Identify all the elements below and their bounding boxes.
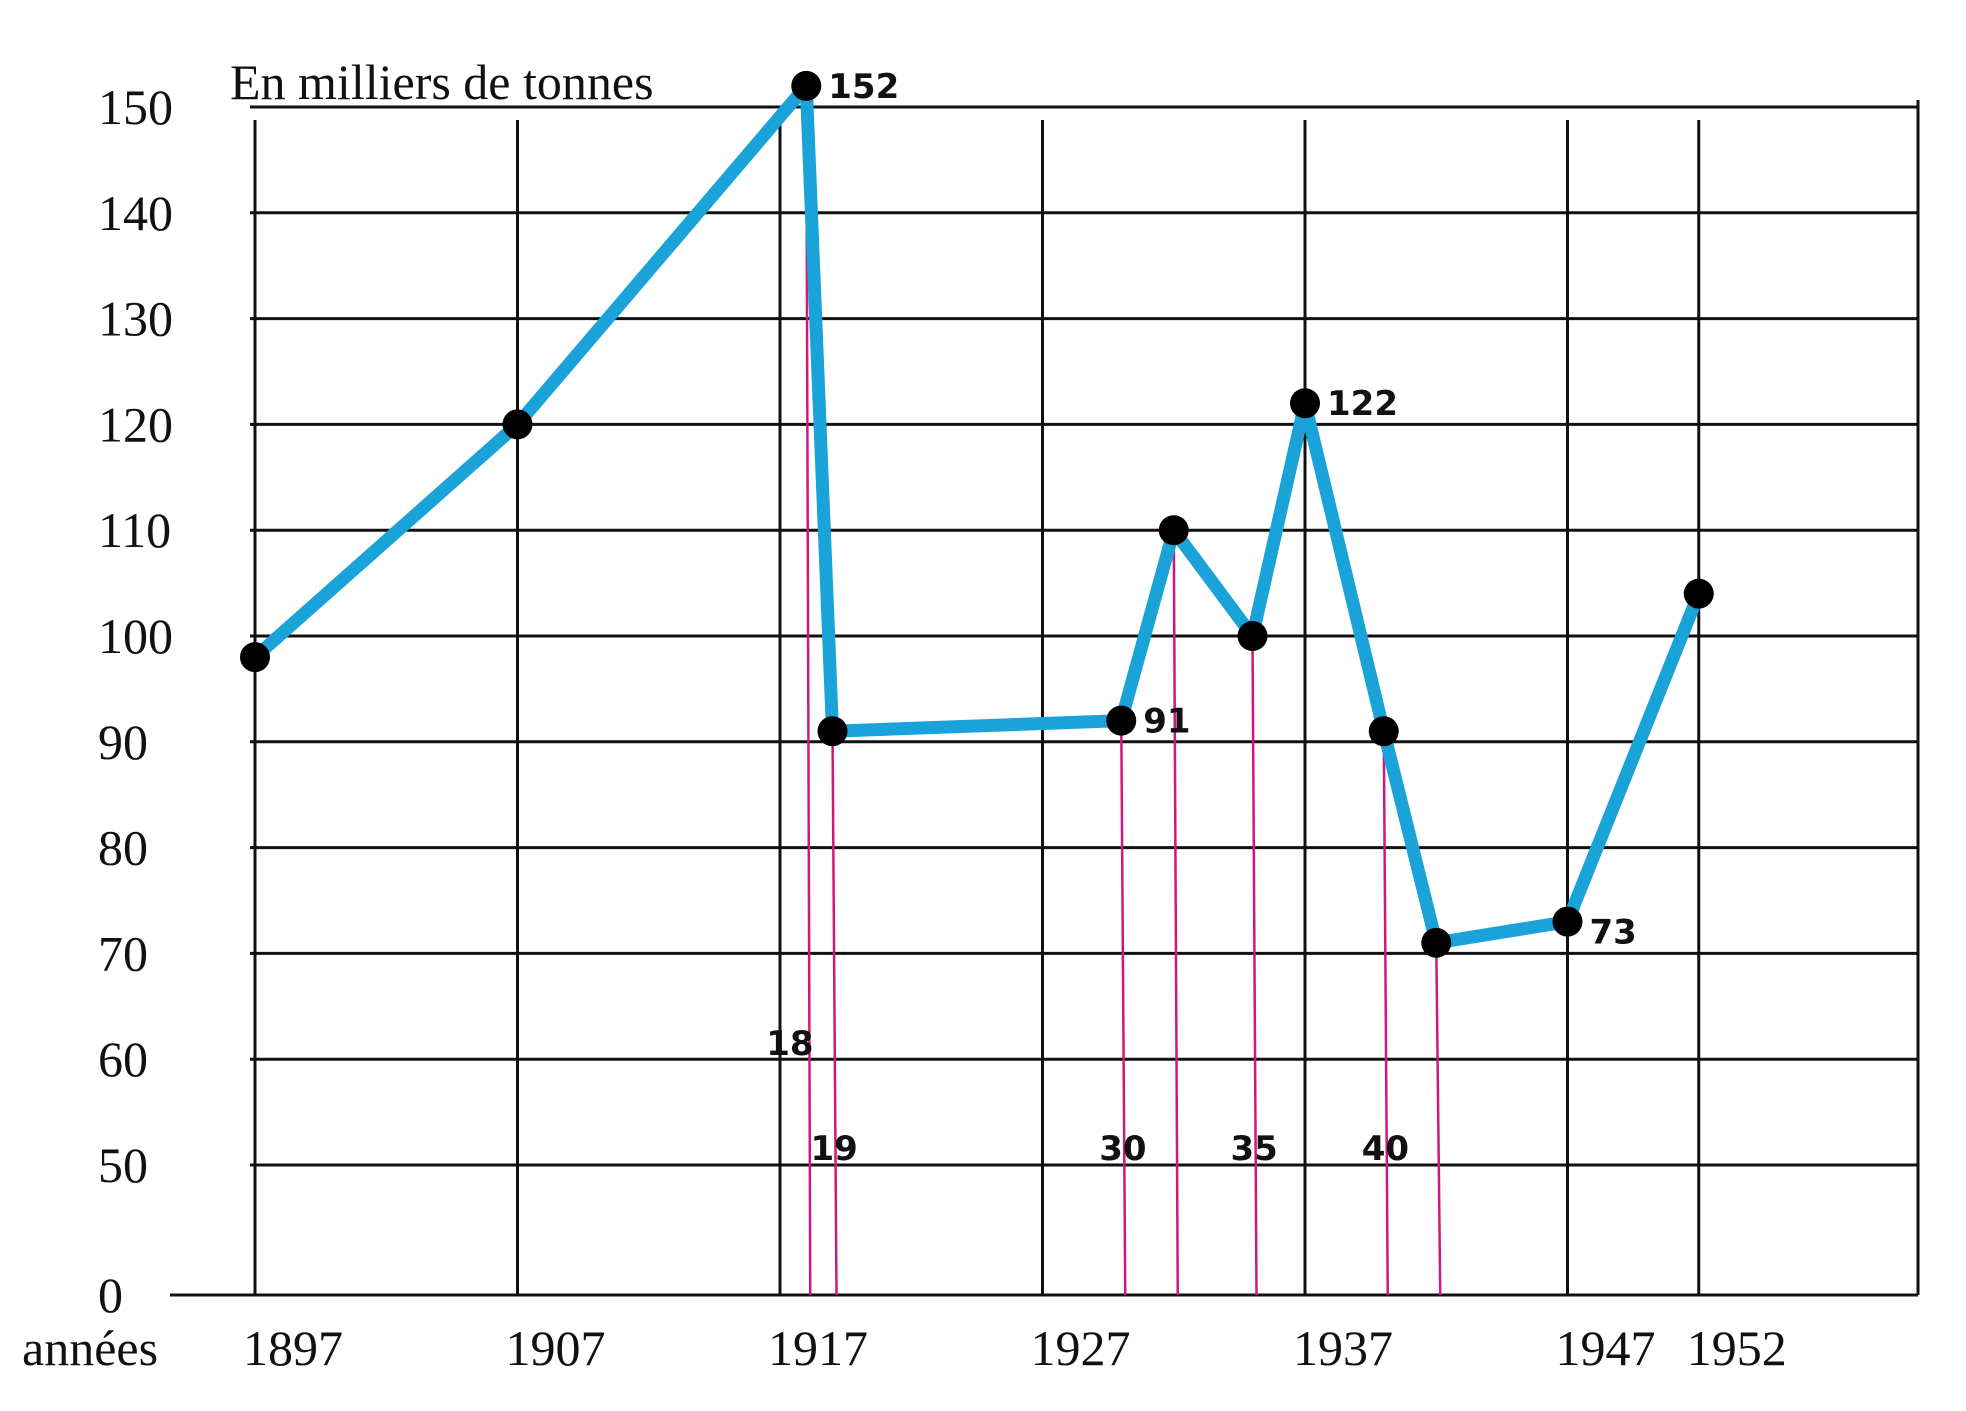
- x-tick-label: 1947: [1556, 1320, 1656, 1376]
- y-tick-label: 0: [98, 1267, 123, 1323]
- data-point: [502, 409, 533, 440]
- data-point: [1237, 621, 1268, 651]
- y-tick-label: 50: [98, 1137, 148, 1193]
- guide-label: 30: [1099, 1129, 1146, 1169]
- data-point: [1683, 578, 1714, 609]
- y-axis-title: En milliers de tonnes: [230, 54, 654, 110]
- data-point: [1552, 906, 1583, 937]
- guide-line: [1172, 530, 1179, 1296]
- data-point: [1421, 927, 1452, 958]
- x-tick-label: 1937: [1293, 1320, 1393, 1376]
- y-tick-label: 60: [98, 1031, 148, 1087]
- y-tick-label: 70: [98, 925, 148, 981]
- y-tick-label: 100: [98, 608, 173, 664]
- y-tick-label: 90: [98, 714, 148, 770]
- data-point: [1368, 716, 1399, 747]
- x-tick-label: 1952: [1687, 1320, 1787, 1376]
- data-point: [240, 642, 270, 673]
- guide-label: 18: [766, 1024, 813, 1064]
- point-value-label: 122: [1327, 384, 1398, 424]
- guide-line: [831, 731, 838, 1296]
- data-point: [817, 716, 848, 747]
- data-point: [1290, 388, 1320, 419]
- guide-line: [805, 85, 812, 1296]
- data-point: [1158, 515, 1189, 546]
- y-tick-label: 80: [98, 820, 148, 876]
- guide-line: [1382, 731, 1389, 1296]
- guide-label: 35: [1231, 1129, 1278, 1169]
- axis-text: En milliers de tonnes années 0 50 60 70 80 90…: [22, 54, 1787, 1376]
- y-tick-label: 130: [98, 291, 173, 347]
- x-tick-label: 1917: [768, 1320, 868, 1376]
- grid: [170, 100, 1920, 1297]
- x-tick-label: 1897: [243, 1320, 343, 1376]
- labels: 18 19 30 35 40 152 122 91 73: [766, 67, 1637, 1169]
- guide-label: 40: [1362, 1129, 1409, 1169]
- y-tick-label: 150: [98, 79, 173, 135]
- x-tick-label: 1907: [506, 1320, 606, 1376]
- x-tick-label: 1927: [1031, 1320, 1131, 1376]
- y-tick-label: 110: [98, 502, 171, 558]
- guide-line: [1120, 720, 1127, 1296]
- x-axis-title: années: [22, 1320, 158, 1376]
- point-value-label: 73: [1590, 913, 1637, 953]
- point-value-label: 152: [828, 67, 899, 107]
- series-line: [248, 79, 1706, 950]
- series-layer: [248, 79, 1706, 950]
- y-tick-label: 140: [98, 185, 173, 241]
- point-value-label: 91: [1143, 702, 1190, 742]
- vertical-guides: [805, 85, 1442, 1296]
- y-tick-label: 120: [98, 396, 173, 452]
- guide-label: 19: [811, 1129, 858, 1169]
- markers: [240, 70, 1714, 958]
- data-point: [791, 70, 822, 101]
- guide-line: [1251, 635, 1258, 1296]
- data-point: [1106, 705, 1137, 736]
- guide-line: [1435, 942, 1442, 1296]
